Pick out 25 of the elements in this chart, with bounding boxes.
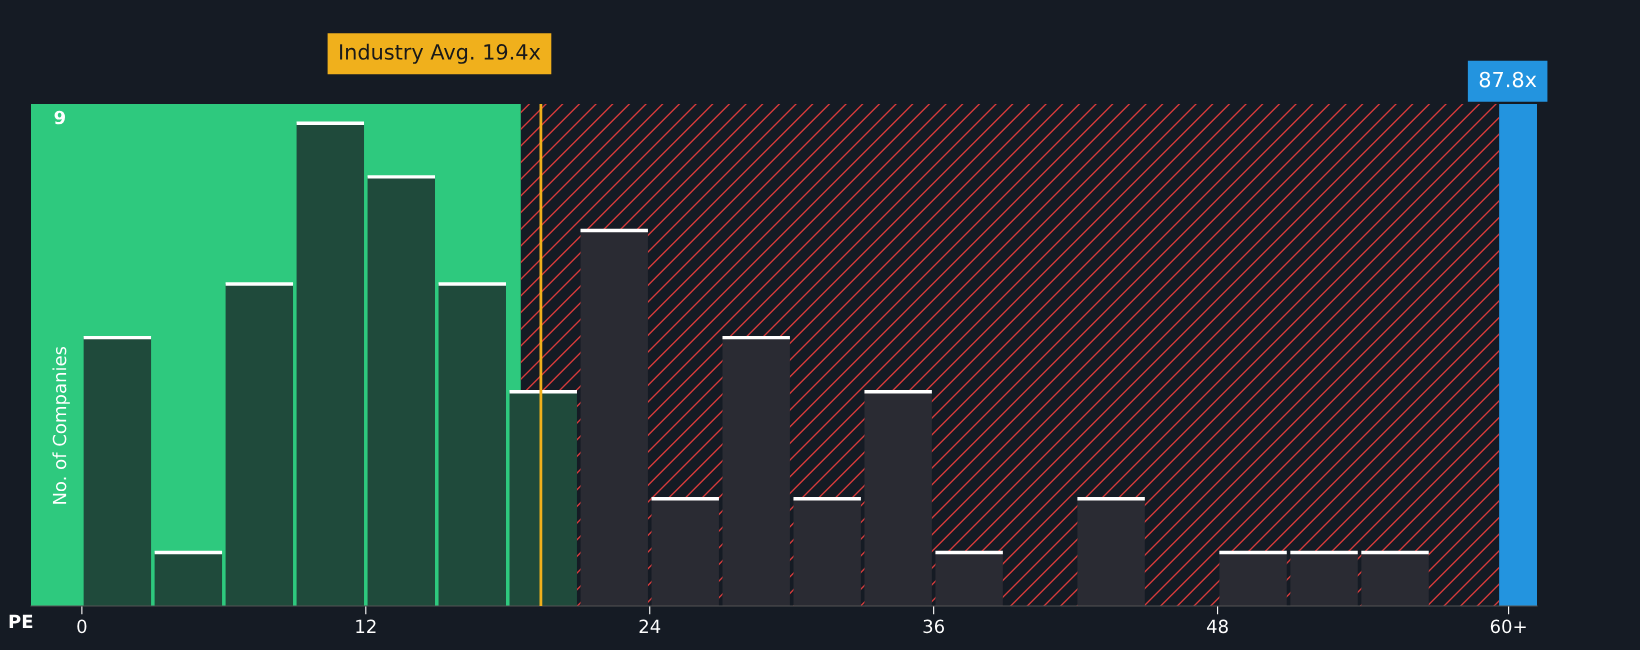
bar: [154, 552, 223, 606]
bar: [367, 176, 436, 606]
x-tick-label: 36: [923, 619, 944, 634]
bar: [864, 391, 932, 606]
bar: [722, 337, 790, 606]
annotation: 9: [54, 110, 65, 125]
bar: [83, 337, 152, 606]
ref-line-label: Industry Avg. 19.4x: [340, 43, 541, 64]
bar: [651, 498, 719, 606]
x-tick-label: 24: [639, 619, 661, 633]
bar: [935, 552, 1003, 606]
x-tick-label: 48: [1206, 619, 1228, 634]
x-tick-label: 12: [356, 619, 376, 633]
y-axis-title: No. of Companies: [52, 346, 70, 504]
x-tick-label: 0: [77, 619, 87, 634]
x-tick-label: 60+: [1490, 619, 1526, 634]
bar: [509, 391, 577, 606]
band-label: 87.8x: [1479, 71, 1537, 88]
bar: [793, 498, 861, 606]
x-axis-title: PE: [9, 614, 33, 628]
bar: [225, 284, 294, 606]
bar: [296, 123, 365, 606]
bar: [1077, 498, 1145, 606]
bar: [580, 230, 648, 606]
bar: [438, 284, 506, 606]
